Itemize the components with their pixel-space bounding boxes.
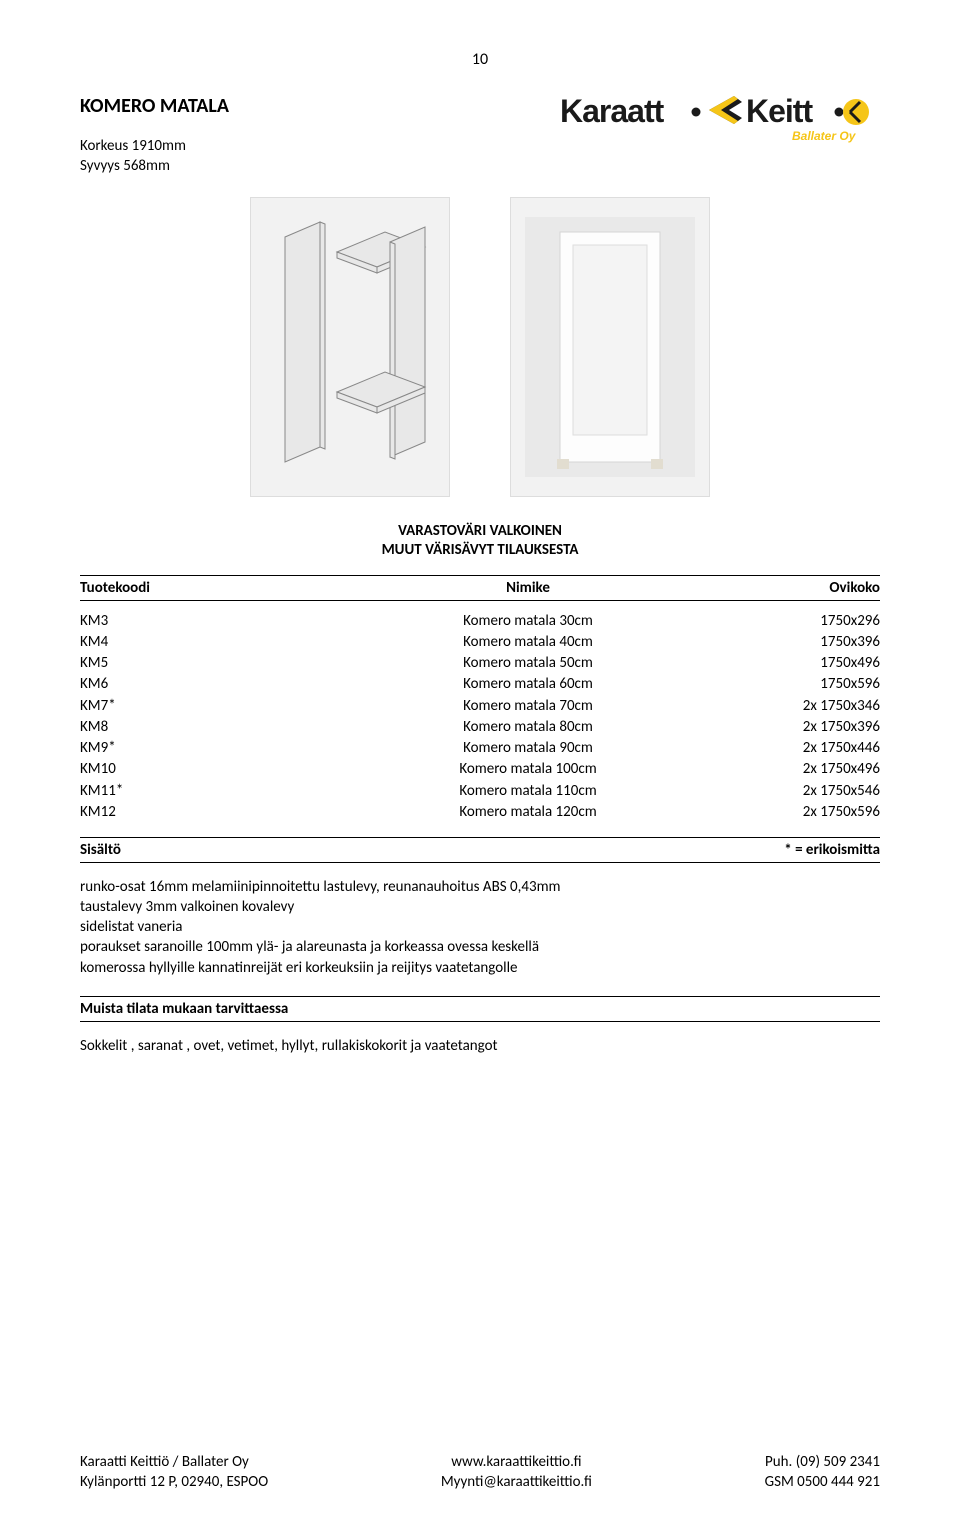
description-line: komerossa hyllyille kannatinreijät eri k… xyxy=(80,958,880,978)
footer-phone: Puh. (09) 509 2341 xyxy=(765,1452,880,1472)
page-title: KOMERO MATALA xyxy=(80,94,229,118)
table-cell: KM7* xyxy=(80,695,352,716)
description-line: runko-osat 16mm melamiinipinnoitettu las… xyxy=(80,877,880,897)
description-line: taustalevy 3mm valkoinen kovalevy xyxy=(80,897,880,917)
footer-mobile: GSM 0500 444 921 xyxy=(765,1472,880,1492)
page-number: 10 xyxy=(80,50,880,69)
caption-line: MUUT VÄRISÄVYT TILAUKSESTA xyxy=(80,541,880,561)
table-header-cell: Ovikoko xyxy=(704,575,880,600)
footer-website: www.karaattikeittio.fi xyxy=(441,1452,592,1472)
product-table: Tuotekoodi Nimike Ovikoko KM3Komero mata… xyxy=(80,575,880,823)
table-header-row: Tuotekoodi Nimike Ovikoko xyxy=(80,575,880,600)
table-cell: Komero matala 90cm xyxy=(352,738,704,759)
table-cell: Komero matala 120cm xyxy=(352,801,704,822)
product-images-row xyxy=(80,197,880,497)
description-line: sidelistat vaneria xyxy=(80,917,880,937)
page-footer: Karaatti Keittiö / Ballater Oy Kylänport… xyxy=(80,1452,880,1493)
svg-text:Karaatt: Karaatt xyxy=(560,93,665,129)
footer-right: Puh. (09) 509 2341 GSM 0500 444 921 xyxy=(765,1452,880,1493)
table-cell: 2x 1750x596 xyxy=(704,801,880,822)
table-cell: 2x 1750x446 xyxy=(704,738,880,759)
table-row: KM8Komero matala 80cm2x 1750x396 xyxy=(80,716,880,737)
table-cell: Komero matala 70cm xyxy=(352,695,704,716)
table-cell: KM3 xyxy=(80,610,352,631)
header-row: KOMERO MATALA Korkeus 1910mm Syvyys 568m… xyxy=(80,94,880,177)
section-divider: Sisältö * = erikoismitta xyxy=(80,837,880,863)
description-line: poraukset saranoille 100mm ylä- ja alare… xyxy=(80,937,880,957)
section-note: * = erikoismitta xyxy=(784,841,880,859)
table-cell: 1750x296 xyxy=(704,610,880,631)
table-row: KM6Komero matala 60cm1750x596 xyxy=(80,674,880,695)
table-cell: 2x 1750x496 xyxy=(704,759,880,780)
footer-address: Kylänportti 12 P, 02940, ESPOO xyxy=(80,1472,268,1492)
table-cell: KM10 xyxy=(80,759,352,780)
table-header-cell: Tuotekoodi xyxy=(80,575,352,600)
table-cell: Komero matala 50cm xyxy=(352,653,704,674)
table-header-cell: Nimike xyxy=(352,575,704,600)
table-cell: Komero matala 110cm xyxy=(352,780,704,801)
svg-text:Ballater Oy: Ballater Oy xyxy=(792,129,857,143)
table-cell: Komero matala 80cm xyxy=(352,716,704,737)
table-cell: 2x 1750x396 xyxy=(704,716,880,737)
product-image-exploded xyxy=(250,197,450,497)
footer-center: www.karaattikeittio.fi Myynti@karaattike… xyxy=(441,1452,592,1493)
image-caption: VARASTOVÄRI VALKOINEN MUUT VÄRISÄVYT TIL… xyxy=(80,522,880,561)
table-row: KM4Komero matala 40cm1750x396 xyxy=(80,631,880,652)
table-row: KM9*Komero matala 90cm2x 1750x446 xyxy=(80,738,880,759)
table-cell: Komero matala 100cm xyxy=(352,759,704,780)
brand-logo: Karaatt Keitt Ballater Oy xyxy=(560,88,880,154)
table-row: KM12Komero matala 120cm2x 1750x596 xyxy=(80,801,880,822)
table-row: KM7*Komero matala 70cm2x 1750x346 xyxy=(80,695,880,716)
table-row: KM3Komero matala 30cm1750x296 xyxy=(80,610,880,631)
title-block: KOMERO MATALA Korkeus 1910mm Syvyys 568m… xyxy=(80,94,229,177)
footer-email: Myynti@karaattikeittio.fi xyxy=(441,1472,592,1492)
table-cell: KM5 xyxy=(80,653,352,674)
caption-line: VARASTOVÄRI VALKOINEN xyxy=(80,522,880,542)
section-label: Sisältö xyxy=(80,841,121,859)
subtitle: Korkeus 1910mm Syvyys 568mm xyxy=(80,136,229,177)
footer-left: Karaatti Keittiö / Ballater Oy Kylänport… xyxy=(80,1452,268,1493)
table-row: KM10Komero matala 100cm2x 1750x496 xyxy=(80,759,880,780)
table-cell: 1750x596 xyxy=(704,674,880,695)
table-cell: Komero matala 40cm xyxy=(352,631,704,652)
subtitle-line: Korkeus 1910mm xyxy=(80,136,229,156)
table-cell: KM4 xyxy=(80,631,352,652)
reminder-text: Sokkelit , saranat , ovet, vetimet, hyll… xyxy=(80,1036,880,1056)
table-cell: KM12 xyxy=(80,801,352,822)
reminder-heading: Muista tilata mukaan tarvittaessa xyxy=(80,996,880,1022)
svg-text:Keitt: Keitt xyxy=(746,93,813,129)
table-cell: KM6 xyxy=(80,674,352,695)
table-cell: 2x 1750x546 xyxy=(704,780,880,801)
table-cell: 1750x396 xyxy=(704,631,880,652)
table-cell: KM11* xyxy=(80,780,352,801)
table-cell: Komero matala 30cm xyxy=(352,610,704,631)
table-cell: 2x 1750x346 xyxy=(704,695,880,716)
subtitle-line: Syvyys 568mm xyxy=(80,156,229,176)
product-image-assembled xyxy=(510,197,710,497)
table-row: KM11*Komero matala 110cm2x 1750x546 xyxy=(80,780,880,801)
table-cell: 1750x496 xyxy=(704,653,880,674)
footer-company: Karaatti Keittiö / Ballater Oy xyxy=(80,1452,268,1472)
description-text: runko-osat 16mm melamiinipinnoitettu las… xyxy=(80,877,880,978)
table-cell: Komero matala 60cm xyxy=(352,674,704,695)
table-cell: KM8 xyxy=(80,716,352,737)
table-row: KM5Komero matala 50cm1750x496 xyxy=(80,653,880,674)
table-cell: KM9* xyxy=(80,738,352,759)
